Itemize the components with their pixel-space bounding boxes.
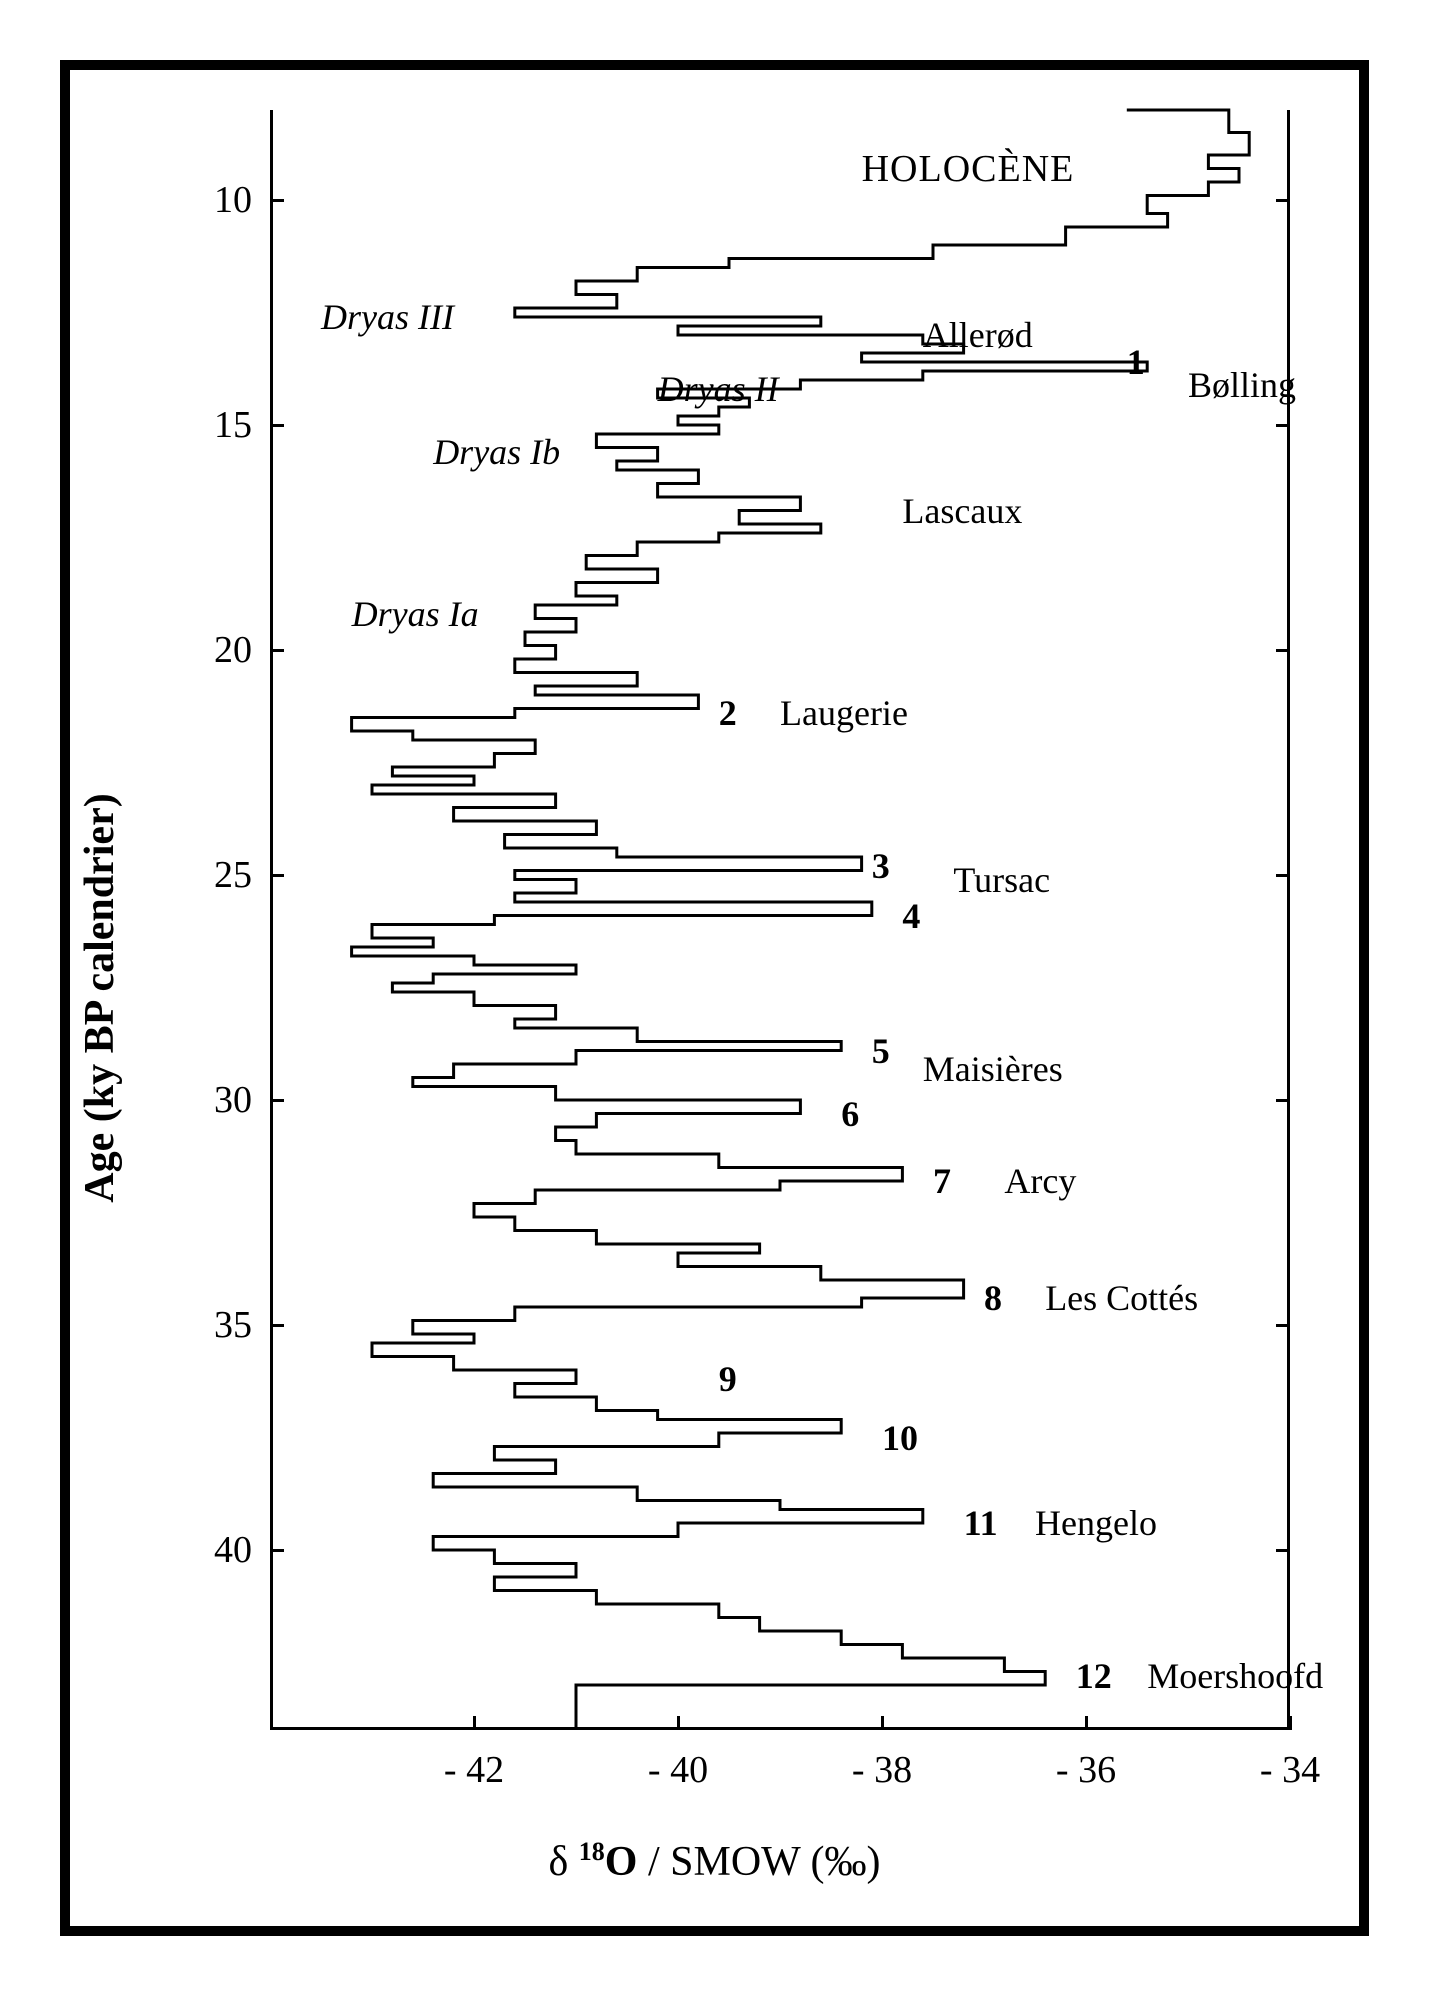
y-tick-label: 10 bbox=[175, 178, 252, 222]
outer-frame: Age (ky BP calendrier) δ 18O / SMOW (‰) … bbox=[60, 60, 1369, 1936]
annotation-holocene: HOLOCÈNE bbox=[862, 150, 1075, 188]
x-axis-title-sup: 18 bbox=[579, 1837, 605, 1866]
y-tick bbox=[270, 199, 284, 202]
annotation-tursac: Tursac bbox=[953, 862, 1050, 898]
annotation-num9: 9 bbox=[719, 1361, 737, 1397]
annotation-num4: 4 bbox=[902, 898, 920, 934]
x-tick-label: - 38 bbox=[852, 1748, 912, 1792]
x-tick bbox=[881, 1716, 884, 1730]
annotation-num12: 12 bbox=[1076, 1658, 1112, 1694]
y-tick bbox=[1276, 649, 1290, 652]
y-tick bbox=[270, 1324, 284, 1327]
annotation-hengelo: Hengelo bbox=[1035, 1505, 1157, 1541]
x-tick-label: - 40 bbox=[648, 1748, 708, 1792]
annotation-dryas2: Dryas II bbox=[658, 371, 779, 407]
y-tick-label: 40 bbox=[175, 1528, 252, 1572]
annotation-dryas1a: Dryas Ia bbox=[352, 596, 479, 632]
annotation-dryas3: Dryas III bbox=[321, 299, 454, 335]
isotope-step-path bbox=[352, 110, 1250, 1730]
y-tick bbox=[270, 1549, 284, 1552]
annotation-num3: 3 bbox=[872, 848, 890, 884]
x-tick-label: - 34 bbox=[1260, 1748, 1320, 1792]
x-tick bbox=[677, 1716, 680, 1730]
y-tick bbox=[1276, 424, 1290, 427]
y-tick-label: 20 bbox=[175, 628, 252, 672]
y-tick bbox=[270, 649, 284, 652]
y-tick bbox=[270, 1099, 284, 1102]
annotation-arcy: Arcy bbox=[1004, 1163, 1076, 1199]
x-axis-title-rest: / SMOW (‰) bbox=[637, 1839, 880, 1885]
annotation-num2: 2 bbox=[719, 695, 737, 731]
page: Age (ky BP calendrier) δ 18O / SMOW (‰) … bbox=[0, 0, 1429, 1996]
y-tick bbox=[270, 874, 284, 877]
x-tick bbox=[1085, 1716, 1088, 1730]
annotation-lascaux: Lascaux bbox=[902, 493, 1022, 529]
y-tick bbox=[1276, 1324, 1290, 1327]
annotation-maisieres: Maisières bbox=[923, 1051, 1063, 1087]
y-tick bbox=[1276, 199, 1290, 202]
annotation-num1: 1 bbox=[1127, 344, 1145, 380]
annotation-allerod: Allerød bbox=[923, 317, 1033, 353]
x-axis-title-delta: δ bbox=[548, 1839, 578, 1885]
x-axis-title-o: O bbox=[605, 1839, 638, 1885]
annotation-dryas1b: Dryas Ib bbox=[433, 434, 560, 470]
y-tick bbox=[270, 424, 284, 427]
x-tick bbox=[473, 1716, 476, 1730]
annotation-num7: 7 bbox=[933, 1163, 951, 1199]
y-tick-label: 25 bbox=[175, 853, 252, 897]
y-tick bbox=[1276, 1549, 1290, 1552]
x-tick bbox=[1289, 1716, 1292, 1730]
x-tick-label: - 42 bbox=[444, 1748, 504, 1792]
annotation-bolling: Bølling bbox=[1188, 367, 1296, 403]
y-tick bbox=[1276, 874, 1290, 877]
annotation-laugerie: Laugerie bbox=[780, 695, 908, 731]
y-tick-label: 15 bbox=[175, 403, 252, 447]
y-tick bbox=[1276, 1099, 1290, 1102]
y-axis-title: Age (ky BP calendrier) bbox=[76, 793, 124, 1202]
annotation-num8: 8 bbox=[984, 1280, 1002, 1316]
x-axis-title: δ 18O / SMOW (‰) bbox=[548, 1837, 880, 1886]
y-tick-label: 35 bbox=[175, 1303, 252, 1347]
annotation-num6: 6 bbox=[841, 1096, 859, 1132]
annotation-moershoofd: Moershoofd bbox=[1147, 1658, 1323, 1694]
annotation-num10: 10 bbox=[882, 1420, 918, 1456]
annotation-num5: 5 bbox=[872, 1033, 890, 1069]
annotation-num11: 11 bbox=[964, 1505, 998, 1541]
y-tick-label: 30 bbox=[175, 1078, 252, 1122]
x-tick-label: - 36 bbox=[1056, 1748, 1116, 1792]
annotation-lescottes: Les Cottés bbox=[1045, 1280, 1198, 1316]
